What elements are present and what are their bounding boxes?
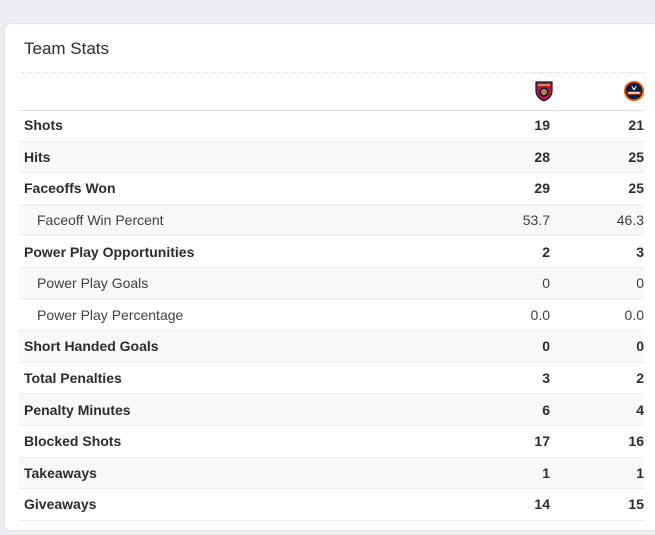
home-value: 19 [459,110,550,142]
stat-row-power-play-goals: Power Play Goals 0 0 [19,267,644,300]
home-value: 53.7 [459,204,550,237]
team-logo-header [19,74,644,111]
home-value: 6 [459,393,550,426]
stat-label: Power Play Opportunities [19,235,459,268]
stat-label: Hits [19,141,459,174]
stat-label: Penalty Minutes [19,393,459,426]
away-value: 0.0 [550,299,644,332]
stat-label: Total Penalties [19,362,459,395]
home-value: 0 [459,330,550,363]
stat-row-penalty-minutes: Penalty Minutes 6 4 [19,393,644,426]
stat-row-hits: Hits 28 25 [19,141,644,174]
home-value: 1 [459,457,550,490]
stat-label: Giveaways [19,488,459,521]
stats-table: Shots 19 21 Hits 28 25 Faceoffs Won 29 2… [19,110,644,521]
away-value: 25 [550,172,644,205]
away-value: 1 [550,457,644,490]
stat-label: Power Play Percentage [19,299,459,332]
home-value: 17 [459,425,550,458]
stat-row-faceoff-win-percent: Faceoff Win Percent 53.7 46.3 [19,204,644,237]
florida-panthers-logo-icon[interactable] [533,80,555,102]
stat-row-blocked-shots: Blocked Shots 17 16 [19,425,644,458]
home-value: 29 [459,172,550,205]
away-value: 0 [550,330,644,363]
stat-row-total-penalties: Total Penalties 3 2 [19,362,644,395]
home-value: 28 [459,141,550,174]
away-value: 2 [550,362,644,395]
home-value: 0.0 [459,299,550,332]
home-value: 14 [459,488,550,521]
stat-row-faceoffs-won: Faceoffs Won 29 25 [19,172,644,205]
title-divider [22,72,644,73]
stat-label: Takeaways [19,457,459,490]
away-value: 15 [550,488,644,521]
card-title: Team Stats [24,39,110,58]
stat-label: Short Handed Goals [19,330,459,363]
home-value: 0 [459,267,550,300]
stat-row-short-handed-goals: Short Handed Goals 0 0 [19,330,644,363]
home-value: 2 [459,235,550,268]
home-value: 3 [459,362,550,395]
stat-row-power-play-opportunities: Power Play Opportunities 2 3 [19,235,644,268]
stat-row-shots: Shots 19 21 [19,110,644,142]
stat-row-giveaways: Giveaways 14 15 [19,488,644,521]
stat-row-takeaways: Takeaways 1 1 [19,457,644,490]
stat-label: Shots [19,110,459,142]
stat-label: Faceoff Win Percent [19,204,459,237]
stat-label: Power Play Goals [19,267,459,300]
away-value: 21 [550,110,644,142]
away-value: 3 [550,235,644,268]
away-value: 4 [550,393,644,426]
stat-label: Faceoffs Won [19,172,459,205]
away-value: 0 [550,267,644,300]
away-value: 16 [550,425,644,458]
away-value: 46.3 [550,204,644,237]
team-stats-card: Team Stats [5,24,655,530]
edmonton-oilers-logo-icon[interactable] [623,80,645,102]
stat-row-power-play-percentage: Power Play Percentage 0.0 0.0 [19,299,644,332]
stat-label: Blocked Shots [19,425,459,458]
away-value: 25 [550,141,644,174]
